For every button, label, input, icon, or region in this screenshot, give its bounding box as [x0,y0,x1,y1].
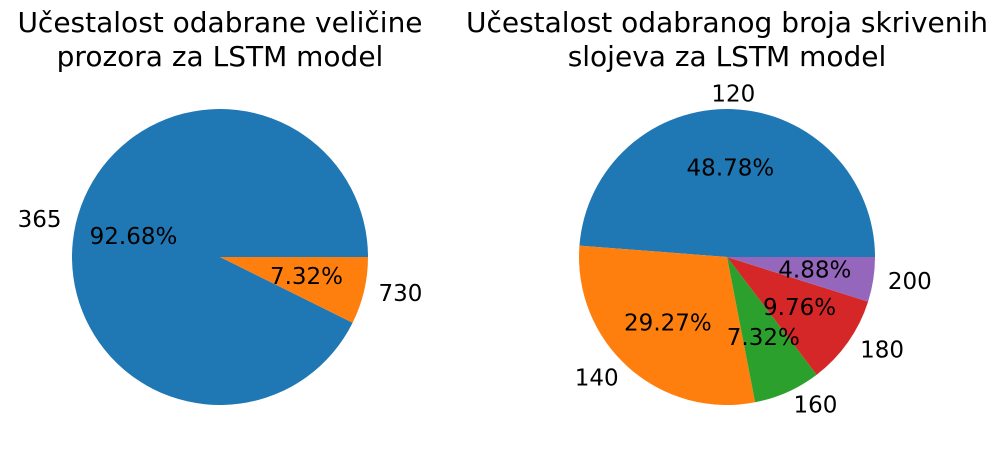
pie-labels: 365 92.68% 730 7.32% [18,207,423,307]
pie-percent-label: 4.88% [778,258,851,284]
pie-chart-window-size: Učestalost odabrane veličine prozora za … [17,6,423,405]
pie-slices [71,108,368,405]
pie-slice-200 [727,257,875,302]
pie-category-label: 120 [711,81,755,107]
pie-percent-label: 9.76% [763,295,836,321]
pie-category-label: 140 [575,366,619,392]
pie-percent-label: 7.32% [727,325,800,351]
pie-slice-160 [727,257,817,403]
chart-title-line-1: Učestalost odabrane veličine [17,6,422,39]
pie-labels: 120 48.78% 140 29.27% 160 7.32% 180 9.76% 200 4.8… [575,81,932,418]
pie-slices [579,109,875,405]
pie-percent-label: 48.78% [687,155,775,181]
pie-category-label: 365 [18,207,62,233]
chart-title-line-1: Učestalost odabranog broja skrivenih [466,6,988,39]
pie-category-label: 160 [794,393,838,419]
pie-category-label: 730 [379,281,423,307]
chart-title-line-2: prozora za LSTM model [57,40,384,73]
pie-category-label: 200 [888,269,932,295]
pie-chart-hidden-layers: Učestalost odabranog broja skrivenih slo… [466,6,988,419]
chart-title-line-2: slojeva za LSTM model [568,40,887,73]
pie-slice-140 [579,245,756,405]
pie-slice-120 [579,109,875,258]
pie-percent-label: 29.27% [624,310,712,336]
pie-slice-365 [71,108,368,405]
pie-slice-180 [727,257,869,375]
pie-percent-label: 7.32% [270,264,343,290]
pie-slice-730 [220,257,368,323]
pie-percent-label: 92.68% [90,224,178,250]
pie-category-label: 180 [860,338,904,364]
